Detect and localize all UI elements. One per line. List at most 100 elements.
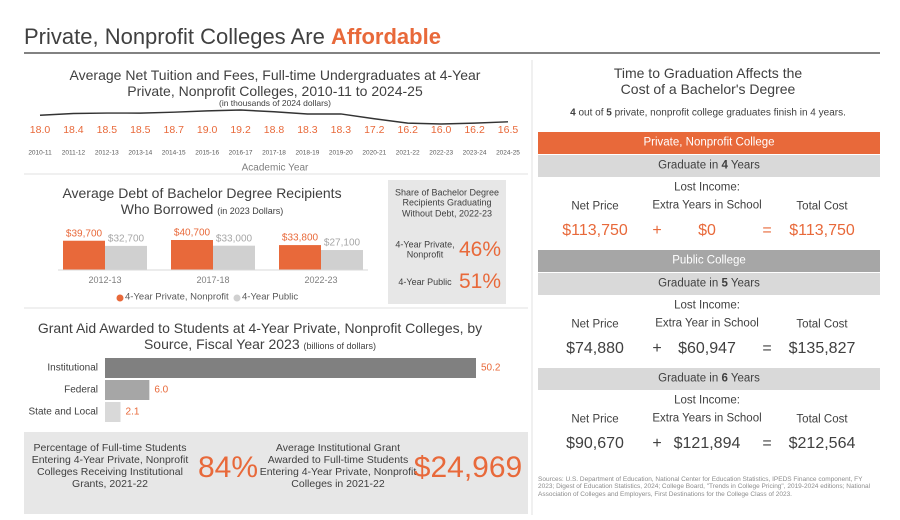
stat-label: Percentage of Full-time Students Enterin… (31, 441, 189, 491)
operator: = (762, 339, 772, 357)
scenario-header (538, 273, 880, 295)
legend-swatch (116, 294, 124, 302)
value-label: 16.5 (497, 123, 519, 136)
note-part: 5 (606, 107, 612, 119)
note: 4 out of 5 private, nonprofit college gr… (570, 107, 846, 119)
bar (63, 240, 105, 270)
total-cost: $135,827 (788, 339, 856, 357)
label-part: Years (727, 277, 760, 290)
y-tick-label: State and Local (28, 406, 99, 418)
value-label: 18.5 (130, 123, 151, 136)
title-text: Private, Nonprofit Colleges Are (24, 24, 331, 49)
column-label: Extra Years in School (652, 412, 762, 425)
column-label: Extra Years in School (652, 199, 762, 212)
column-label: Lost Income: (674, 299, 740, 312)
value-label: 19.2 (230, 123, 251, 136)
sources: Sources: U.S. Department of Education, N… (538, 475, 871, 498)
share-box (388, 180, 506, 304)
x-tick-label: 2020-21 (362, 149, 387, 157)
lost-income: $0 (698, 221, 716, 239)
value-label: 18.8 (263, 123, 285, 136)
note-part: private, nonprofit college graduates fin… (611, 107, 846, 119)
total-cost: $212,564 (788, 434, 856, 452)
share-value: 46% (458, 237, 502, 261)
x-tick-label: 2014-15 (161, 149, 186, 157)
x-tick-label: 2023-24 (462, 149, 487, 157)
value-label: 18.7 (163, 123, 184, 136)
net-price: $74,880 (566, 339, 624, 357)
value-label: 18.4 (63, 123, 84, 136)
scenario-label: Graduate in 6 Years (658, 372, 760, 385)
label-part: Graduate in (658, 372, 722, 385)
college-header (538, 250, 880, 272)
chart-title: Average Net Tuition and Fees, Full-time … (69, 66, 481, 99)
value-label: $39,700 (65, 227, 103, 239)
x-tick-label: 2013-14 (128, 149, 153, 157)
value-label: 50.2 (481, 362, 501, 374)
value-label: $33,800 (281, 232, 319, 244)
value-label: 17.2 (364, 123, 385, 136)
total-cost: $113,750 (789, 221, 855, 239)
x-tick-label: 2015-16 (195, 149, 220, 157)
bar (105, 380, 150, 400)
stat-value: $24,969 (413, 450, 523, 484)
value-label: 6.0 (154, 384, 169, 396)
column-label: Lost Income: (674, 394, 740, 407)
operator: + (652, 339, 662, 357)
y-tick-label: Federal (64, 384, 98, 396)
x-axis-label: Academic Year (241, 162, 309, 174)
chart-title: Average Debt of Bachelor Degree Recipien… (52, 185, 352, 217)
x-tick-label: 2010-11 (28, 149, 52, 157)
bar (105, 245, 147, 270)
value-label: 19.0 (196, 123, 218, 136)
value-label: 18.3 (330, 123, 352, 136)
x-tick-label: 2019-20 (328, 149, 353, 157)
legend-label: 4-Year Private, Nonprofit (125, 291, 229, 303)
value-label: 16.2 (397, 123, 418, 136)
bar (321, 250, 363, 270)
column-label: Total Cost (796, 318, 848, 331)
note-part: 4 (570, 107, 576, 119)
label-part: 6 (721, 372, 728, 385)
college-name: Private, Nonprofit College (643, 136, 775, 149)
value-label: $40,700 (173, 227, 211, 239)
x-tick-label: 2011-12 (61, 149, 86, 157)
label-part: Graduate in (658, 159, 722, 172)
net-price: $113,750 (562, 221, 628, 239)
x-tick-label: 2024-25 (496, 149, 520, 157)
column-label: Total Cost (796, 200, 848, 213)
scenario-header (538, 155, 880, 177)
label-part: 4 (721, 159, 728, 172)
column-label: Net Price (571, 413, 619, 426)
title-emphasis: Affordable (330, 24, 441, 49)
value-label: 18.0 (29, 123, 51, 136)
lost-income: $121,894 (673, 434, 741, 452)
column-label: Net Price (571, 318, 619, 331)
label-part: 5 (721, 277, 728, 290)
label-part: Years (727, 159, 760, 172)
net-price: $90,670 (566, 434, 624, 452)
chart-title: Grant Aid Awarded to Students at 4-Year … (20, 320, 500, 352)
scenario-label: Graduate in 5 Years (658, 277, 760, 290)
value-label: 16.0 (430, 123, 452, 136)
value-label: 18.5 (96, 123, 118, 136)
stats-box (24, 432, 528, 514)
page-title: Private, Nonprofit Colleges Are Affordab… (24, 24, 441, 49)
x-tick-label: 2022-23 (429, 149, 454, 157)
value-label: 18.3 (297, 123, 318, 136)
x-tick-label: 2017-18 (262, 149, 286, 157)
legend-label: 4-Year Public (242, 291, 299, 303)
title-text: Average Debt of Bachelor Degree Recipien… (62, 184, 342, 217)
share-label: 4-Year Public (398, 276, 452, 287)
operator: = (762, 221, 772, 239)
x-tick-label: 2022-23 (304, 274, 338, 285)
lost-income: $60,947 (678, 339, 736, 357)
value-label: $33,000 (215, 232, 253, 244)
operator: + (652, 221, 662, 239)
x-tick-label: 2017-18 (196, 274, 230, 285)
share-value: 51% (458, 269, 502, 293)
column-label: Extra Year in School (655, 317, 759, 330)
x-tick-label: 2018-19 (295, 149, 320, 157)
value-label: $32,700 (107, 233, 145, 245)
